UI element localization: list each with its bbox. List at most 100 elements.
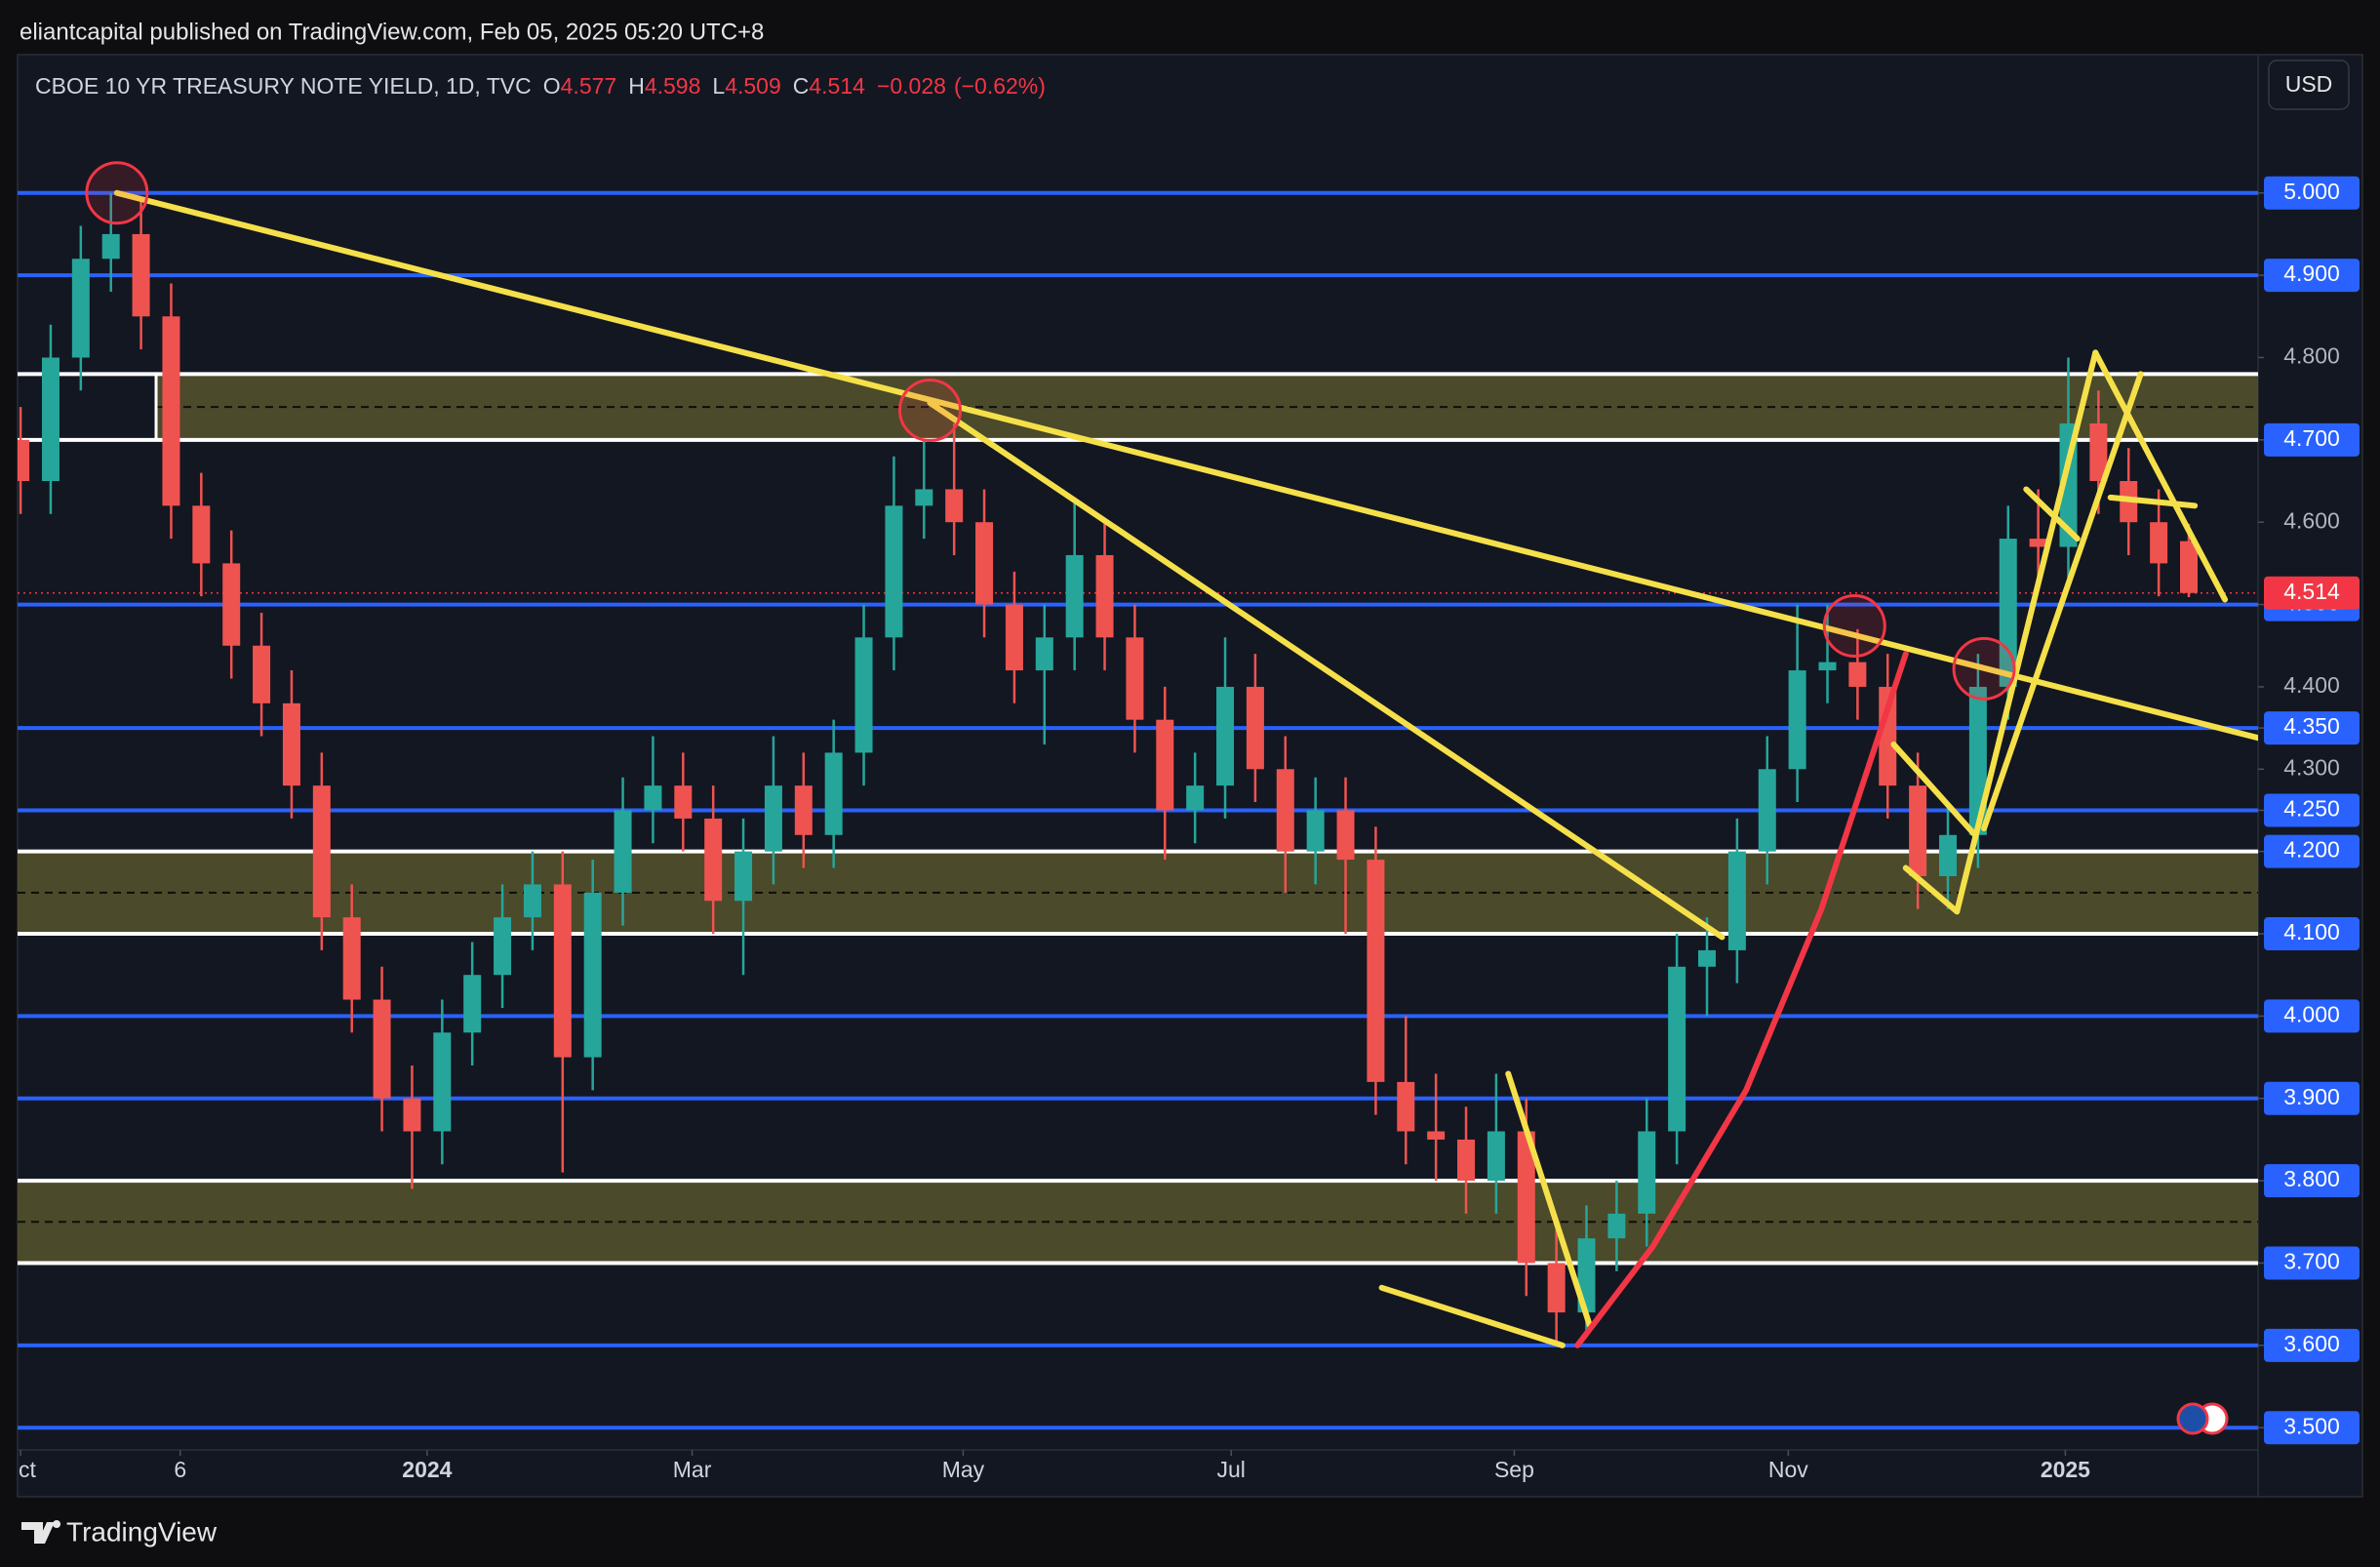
y-tick-label: 3.900 <box>2283 1084 2340 1109</box>
candle-body <box>1367 860 1385 1082</box>
candle-body <box>403 1098 421 1132</box>
chart-panel <box>17 54 2363 1498</box>
y-tick-label: 4.300 <box>2283 754 2340 780</box>
ohlc-value: 4.598 <box>645 73 701 99</box>
trendline <box>2092 349 2229 603</box>
candle-body <box>312 785 331 918</box>
price-badge <box>2264 999 2360 1033</box>
candle-body <box>192 505 211 564</box>
x-tick-label: Jul <box>1217 1457 1246 1482</box>
ohlc-key: H <box>628 73 645 99</box>
currency-label[interactable]: USD <box>2285 71 2333 97</box>
candle-body <box>674 785 693 819</box>
candle-body <box>2089 422 2108 482</box>
candle-body <box>41 357 60 482</box>
candle-body <box>494 917 512 976</box>
candle-body <box>1848 662 1867 687</box>
ohlc-value: 4.509 <box>725 73 781 99</box>
candle-body <box>71 259 90 358</box>
candle-body <box>1005 604 1023 671</box>
price-badge <box>2264 711 2360 745</box>
y-tick-label: 4.900 <box>2283 261 2340 286</box>
trendline <box>1378 1284 1566 1348</box>
last-price-label: 4.514 <box>2283 579 2340 604</box>
change-percent: (−0.62%) <box>954 73 1046 99</box>
candle-body <box>553 884 572 1058</box>
candle-body <box>885 505 903 638</box>
trendline <box>113 189 2258 742</box>
change-value: −0.028 <box>877 73 946 99</box>
y-tick-label: 4.350 <box>2283 713 2340 739</box>
candle-body <box>253 645 271 703</box>
candle-body <box>1939 834 1958 876</box>
candle-body <box>1186 785 1205 811</box>
y-tick-label: 3.600 <box>2283 1331 2340 1356</box>
candle-body <box>1607 1213 1626 1239</box>
price-badge <box>2264 1164 2360 1198</box>
candle-body <box>2150 522 2168 564</box>
y-tick-label: 4.700 <box>2283 425 2340 451</box>
trendline <box>1890 741 1978 838</box>
candle-body <box>614 810 632 893</box>
candle-body <box>1336 810 1355 861</box>
price-badge <box>2264 259 2360 293</box>
x-tick-label: 2024 <box>402 1457 452 1482</box>
highlight-circle <box>897 378 962 442</box>
candle-body <box>463 975 482 1033</box>
candle-body <box>1547 1263 1566 1313</box>
publish-header: eliantcapital published on TradingView.c… <box>20 19 764 45</box>
candle-body <box>794 785 813 835</box>
last-price-badge <box>2264 576 2360 610</box>
candle-body <box>1668 966 1686 1132</box>
candle-body <box>1909 785 1927 876</box>
plot-area <box>18 161 2258 1430</box>
candle-body <box>1999 539 2017 687</box>
x-tick-label: Mar <box>673 1457 712 1482</box>
x-tick-label: ct <box>19 1457 37 1482</box>
candle-body <box>1126 637 1144 720</box>
candle-body <box>1758 769 1776 852</box>
candle-body <box>1698 949 1717 967</box>
ohlc-key: C <box>793 73 810 99</box>
candle-body <box>1879 686 1897 786</box>
candle-body <box>1457 1139 1476 1182</box>
candle-body <box>1427 1131 1446 1140</box>
ohlc-key: L <box>712 73 725 99</box>
flag-circle <box>2176 1402 2209 1435</box>
candle-body <box>1276 769 1294 852</box>
x-tick-label: 6 <box>174 1457 186 1482</box>
trendline <box>2107 494 2199 509</box>
trendline <box>1981 371 2144 832</box>
x-tick-label: Sep <box>1494 1457 1534 1482</box>
candle-body <box>764 785 782 852</box>
candle-body <box>1246 686 1264 770</box>
candle-body <box>854 637 873 753</box>
candle-body <box>1487 1131 1505 1182</box>
y-tick-label: 4.400 <box>2283 672 2340 698</box>
logo-icon <box>21 1520 61 1544</box>
candle-body <box>1517 1131 1535 1264</box>
highlight-circle <box>1952 636 2016 701</box>
candle-body <box>373 999 391 1099</box>
trendline <box>1574 651 1909 1348</box>
candle-body <box>1216 686 1235 786</box>
candle-body <box>975 522 994 605</box>
candle-body <box>342 917 361 1000</box>
trendline <box>1902 864 1961 915</box>
candle-body <box>1065 554 1084 638</box>
y-tick-label: 3.800 <box>2283 1166 2340 1191</box>
trendline <box>1505 1070 1593 1328</box>
price-badge <box>2264 1328 2360 1362</box>
candle-body <box>222 563 241 646</box>
y-tick-label: 4.000 <box>2283 1001 2340 1026</box>
currency-button[interactable] <box>2268 60 2350 110</box>
overlay: CBOE 10 YR TREASURY NOTE YIELD, 1D, TVC O… <box>19 73 2360 1482</box>
candle-body <box>824 752 843 835</box>
flag-icon <box>2176 1402 2229 1435</box>
candle-body <box>945 489 964 523</box>
y-tick-label: 4.600 <box>2283 507 2340 533</box>
candle-body <box>132 233 150 317</box>
symbol-title: CBOE 10 YR TREASURY NOTE YIELD, 1D, TVC <box>35 73 532 99</box>
trendline <box>927 399 1726 941</box>
